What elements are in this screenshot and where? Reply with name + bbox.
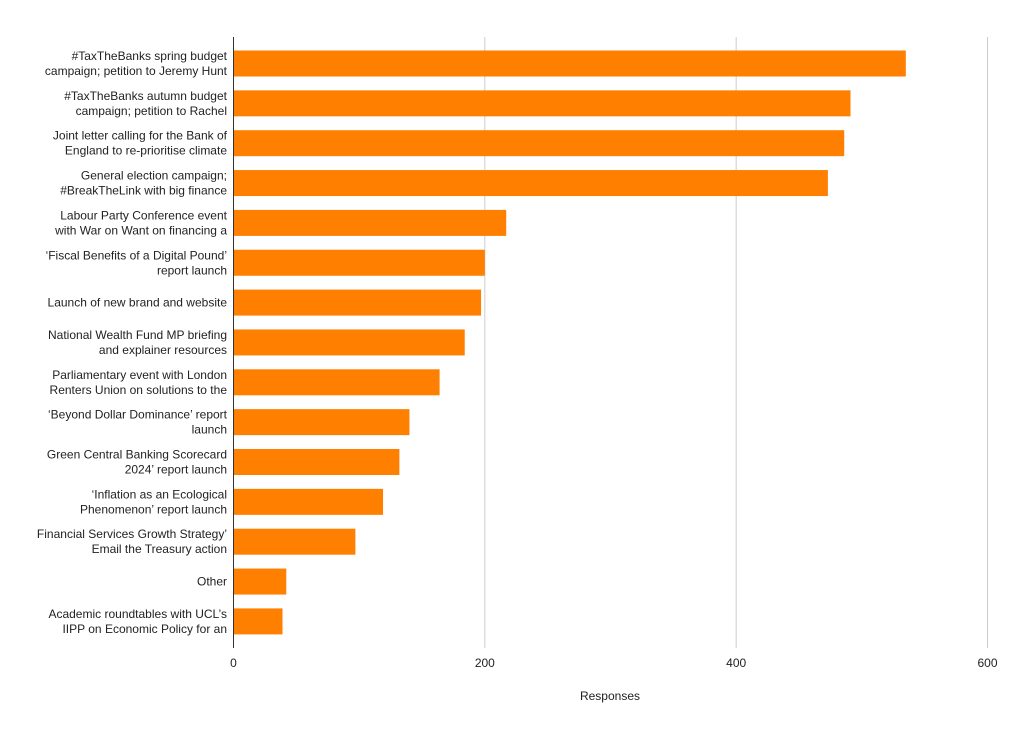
category-label-line: Renters Union on solutions to the — [50, 383, 228, 397]
bar — [233, 568, 287, 595]
bar — [233, 289, 482, 316]
bar — [233, 249, 485, 276]
category-label-line: 2024’ report launch — [125, 463, 227, 477]
x-tick-labels: 0 200 400 600 — [230, 656, 998, 670]
category-label-line: National Wealth Fund MP briefing — [48, 328, 227, 342]
category-label-line: campaign; petition to Jeremy Hunt — [45, 64, 228, 78]
x-tick-label: 200 — [475, 656, 495, 670]
category-label-line: Labour Party Conference event — [60, 208, 227, 222]
category-label-line: General election campaign; — [81, 169, 227, 183]
category-label-line: Financial Services Growth Strategy’ — [37, 527, 227, 541]
category-label: Labour Party Conference event with War on… — [54, 208, 228, 237]
category-label-line: Launch of new brand and website — [48, 296, 228, 310]
category-label-line: with War on Want on financing a — [54, 223, 227, 237]
category-label-line: and explainer resources — [99, 343, 227, 357]
category-label: #TaxTheBanks autumn budget campaign; peti… — [64, 89, 227, 118]
bar — [233, 209, 507, 236]
category-label-line: Parliamentary event with London — [52, 368, 227, 382]
category-label: Joint letter calling for the Bank of Engl… — [53, 129, 228, 158]
bar — [233, 608, 283, 635]
category-label-line: ‘Inflation as an Ecological — [92, 487, 227, 501]
category-label-line: ‘Fiscal Benefits of a Digital Pound’ — [46, 248, 227, 262]
category-label-line: Phenomenon’ report launch — [80, 502, 227, 516]
category-label: ‘Beyond Dollar Dominance’ report launch — [48, 408, 228, 437]
bar — [233, 488, 384, 515]
bar — [233, 90, 851, 117]
bars — [233, 50, 906, 635]
bar — [233, 449, 400, 475]
bar — [233, 369, 440, 396]
bar — [233, 528, 356, 555]
bar — [233, 329, 465, 356]
category-label: Green Central Banking Scorecard 2024’ rep… — [47, 448, 227, 477]
bar — [233, 130, 845, 157]
category-label-line: Other — [197, 575, 227, 589]
category-label-line: Joint letter calling for the Bank of — [53, 129, 228, 143]
bar — [233, 170, 828, 197]
category-label: Other — [197, 575, 227, 589]
category-label-line: campaign; petition to Rachel — [76, 104, 227, 118]
category-label-line: Email the Treasury action — [92, 542, 227, 556]
category-label: General election campaign; #BreakTheLink … — [60, 169, 227, 198]
category-label-line: England to re-prioritise climate — [65, 144, 227, 158]
category-label: Financial Services Growth Strategy’ Email… — [37, 527, 227, 556]
category-label-line: Academic roundtables with UCL’s — [48, 607, 227, 621]
x-axis-title: Responses — [580, 689, 640, 703]
x-tick-label: 0 — [230, 656, 237, 670]
category-label-line: #BreakTheLink with big finance — [60, 184, 227, 198]
category-label: #TaxTheBanks spring budget campaign; peti… — [45, 49, 228, 78]
bar — [233, 50, 906, 77]
category-label: ‘Fiscal Benefits of a Digital Pound’ repo… — [46, 248, 227, 277]
category-label-line: #TaxTheBanks autumn budget — [64, 89, 227, 103]
x-tick-label: 600 — [977, 656, 997, 670]
category-labels: #TaxTheBanks spring budget campaign; peti… — [37, 49, 228, 636]
x-tick-label: 400 — [726, 656, 746, 670]
category-label: Parliamentary event with London Renters U… — [50, 368, 228, 397]
category-label-line: report launch — [157, 263, 227, 277]
category-label-line: IIPP on Economic Policy for an — [62, 622, 227, 636]
category-label: National Wealth Fund MP briefing and expl… — [48, 328, 227, 357]
gridlines — [484, 37, 988, 648]
category-label: Launch of new brand and website — [48, 296, 228, 310]
category-label: ‘Inflation as an Ecological Phenomenon’ r… — [80, 487, 227, 516]
category-label-line: #TaxTheBanks spring budget — [72, 49, 228, 63]
category-label: Academic roundtables with UCL’s IIPP on E… — [48, 607, 227, 636]
bar — [233, 409, 410, 436]
category-label-line: launch — [192, 423, 227, 437]
category-label-line: ‘Beyond Dollar Dominance’ report — [48, 408, 228, 422]
category-label-line: Green Central Banking Scorecard — [47, 448, 227, 462]
